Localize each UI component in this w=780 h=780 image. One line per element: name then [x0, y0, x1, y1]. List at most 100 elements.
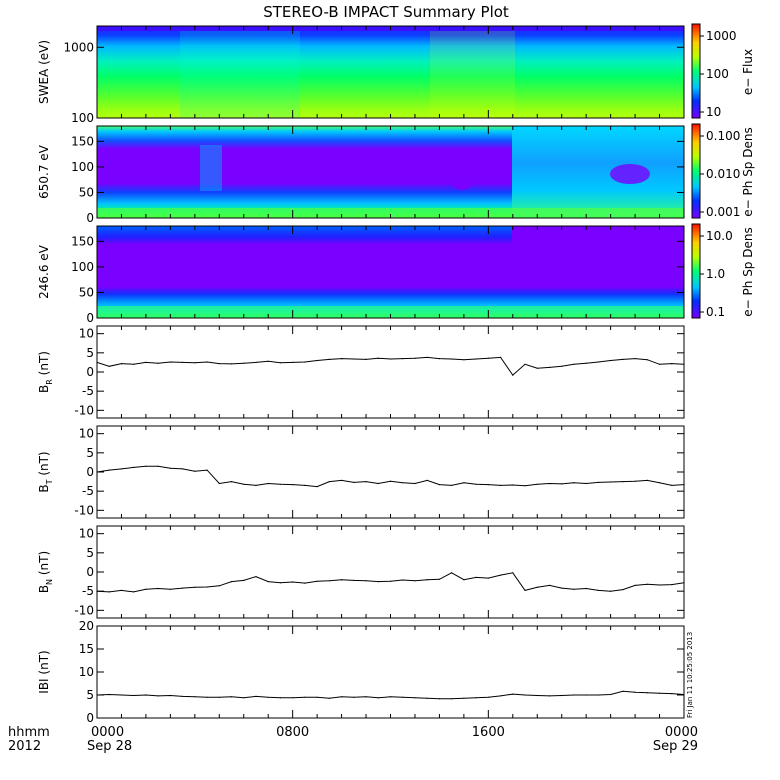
- data-point: [133, 591, 135, 593]
- data-point: [683, 582, 685, 584]
- y-tick-label: 0: [86, 211, 94, 225]
- data-point: [341, 696, 343, 698]
- data-point: [365, 580, 367, 582]
- data-point: [561, 694, 563, 697]
- data-point: [316, 580, 318, 582]
- x-tick-label: 1600: [472, 725, 505, 740]
- data-point: [145, 694, 147, 696]
- data-point: [463, 482, 465, 484]
- data-point: [438, 698, 440, 700]
- data-point: [194, 696, 196, 698]
- y-axis-label: SWEA (eV): [37, 40, 51, 104]
- y-tick-label: 100: [71, 160, 94, 174]
- data-point: [646, 359, 648, 361]
- data-point: [108, 365, 110, 367]
- data-point: [426, 697, 428, 699]
- data-point: [573, 363, 575, 365]
- y-tick-label: 50: [79, 185, 94, 199]
- y-tick-label: -5: [82, 384, 94, 398]
- panel-3: 0 50 100 150 246.6 eV: [37, 225, 685, 325]
- colorbar-flux: [691, 23, 701, 119]
- data-point: [402, 696, 404, 698]
- data-point: [548, 695, 551, 697]
- y-tick-label: 20: [79, 619, 94, 633]
- data-point: [622, 481, 624, 483]
- data-point: [426, 479, 428, 481]
- data-point: [328, 580, 330, 582]
- colorbar-tick-label: 0.100: [706, 129, 740, 143]
- data-point: [524, 485, 526, 487]
- data-point: [133, 363, 135, 365]
- data-point: [292, 581, 294, 583]
- data-point: [671, 363, 673, 365]
- data-point: [634, 584, 636, 587]
- colorbar-tick-label: 0.001: [706, 205, 740, 219]
- data-point: [182, 361, 184, 363]
- data-point: [573, 588, 575, 590]
- y-tick-label: 0: [86, 465, 94, 479]
- data-point: [328, 481, 330, 483]
- data-point: [267, 360, 269, 362]
- panel-5: -10 -5 0 5 10 BT (nT): [37, 425, 685, 519]
- data-point: [548, 584, 551, 587]
- data-point: [561, 483, 563, 485]
- data-point: [218, 482, 220, 485]
- y-axis-label: BT (nT): [37, 451, 54, 492]
- data-point: [230, 696, 233, 698]
- data-point: [487, 696, 489, 698]
- y-tick-label: 5: [86, 546, 94, 560]
- data-point: [646, 479, 648, 481]
- data-point: [573, 482, 575, 484]
- data-point: [96, 694, 98, 696]
- data-point: [194, 470, 196, 472]
- data-point: [500, 356, 502, 358]
- data-point: [157, 587, 159, 590]
- y-tick-label: 5: [86, 446, 94, 460]
- data-point: [169, 361, 171, 363]
- data-point: [658, 363, 661, 365]
- data-point: [610, 590, 612, 592]
- data-point: [279, 362, 281, 364]
- data-point: [451, 358, 453, 360]
- data-point: [573, 694, 575, 696]
- data-point: [304, 484, 306, 486]
- data-point: [292, 484, 294, 486]
- data-point: [646, 583, 648, 585]
- data-point: [120, 694, 123, 696]
- data-point: [414, 697, 416, 699]
- data-point: [365, 481, 367, 483]
- data-point: [561, 587, 563, 589]
- data-point: [500, 484, 502, 486]
- data-point: [548, 366, 551, 368]
- data-point: [316, 486, 318, 488]
- data-point: [169, 588, 171, 590]
- y-axis-label: 650.7 eV: [37, 144, 51, 199]
- side-stamp: Fri Jan 11 10:25:05 2013: [686, 632, 694, 718]
- y-tick-label: 0: [86, 711, 94, 725]
- data-point: [133, 694, 135, 697]
- data-point: [328, 358, 330, 360]
- data-point: [463, 359, 465, 361]
- y-tick-label: -10: [74, 603, 94, 617]
- y-tick-label: 150: [71, 134, 94, 148]
- data-point: [377, 482, 379, 485]
- data-point: [316, 359, 318, 362]
- data-point: [475, 576, 477, 579]
- series-line: [96, 690, 685, 700]
- data-point: [438, 578, 440, 580]
- y-tick-label: 10: [79, 527, 94, 541]
- x-tick-label: 0000: [91, 725, 124, 740]
- data-point: [402, 482, 404, 484]
- footer-hhmm: hhmm: [8, 725, 50, 740]
- data-point: [169, 467, 171, 469]
- data-point: [120, 363, 123, 365]
- data-point: [377, 697, 379, 699]
- data-point: [96, 590, 98, 592]
- data-point: [451, 572, 453, 574]
- y-tick-label: 0: [86, 311, 94, 325]
- data-point: [634, 691, 636, 693]
- pad-650-spectrogram: [97, 126, 684, 218]
- data-point: [683, 484, 685, 486]
- data-point: [585, 362, 587, 364]
